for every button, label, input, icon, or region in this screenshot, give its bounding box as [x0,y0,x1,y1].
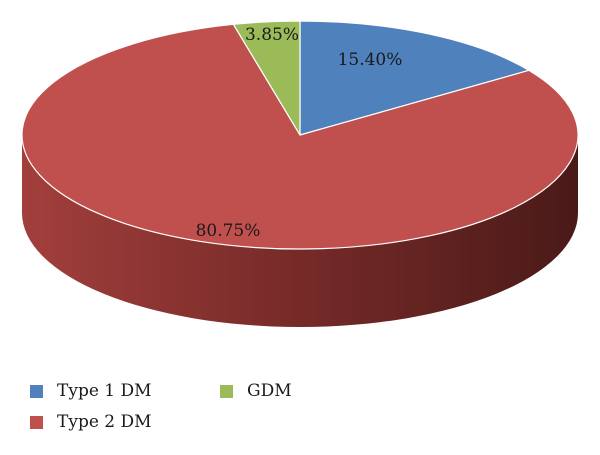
legend: Type 1 DM Type 2 DM GDM [30,378,450,438]
pie-slice-type2 [21,23,579,250]
legend-swatch-type1 [30,384,43,398]
legend-label-gdm: GDM [247,381,292,401]
slice-value-label-gdm: 3.85% [245,25,299,45]
pie-slice-gdm [232,20,301,136]
slice-value-label-type1: 15.40% [338,50,403,70]
legend-label-type2: Type 2 DM [57,412,152,432]
pie-slice-type1 [299,20,530,136]
legend-swatch-type2 [30,415,43,429]
legend-item-type1: Type 1 DM [30,380,152,402]
pie-side-type2 [22,135,578,327]
legend-label-type1: Type 1 DM [57,381,152,401]
pie-sides [22,135,578,327]
pie-value-labels: 15.40% 80.75% 3.85% [196,25,403,241]
pie-tops [21,20,579,250]
slice-value-label-type2: 80.75% [196,221,261,241]
pie-chart-svg: 15.40% 80.75% 3.85% [21,20,579,327]
legend-item-gdm: GDM [220,380,292,402]
legend-item-type2: Type 2 DM [30,411,152,433]
legend-swatch-gdm [220,384,233,398]
